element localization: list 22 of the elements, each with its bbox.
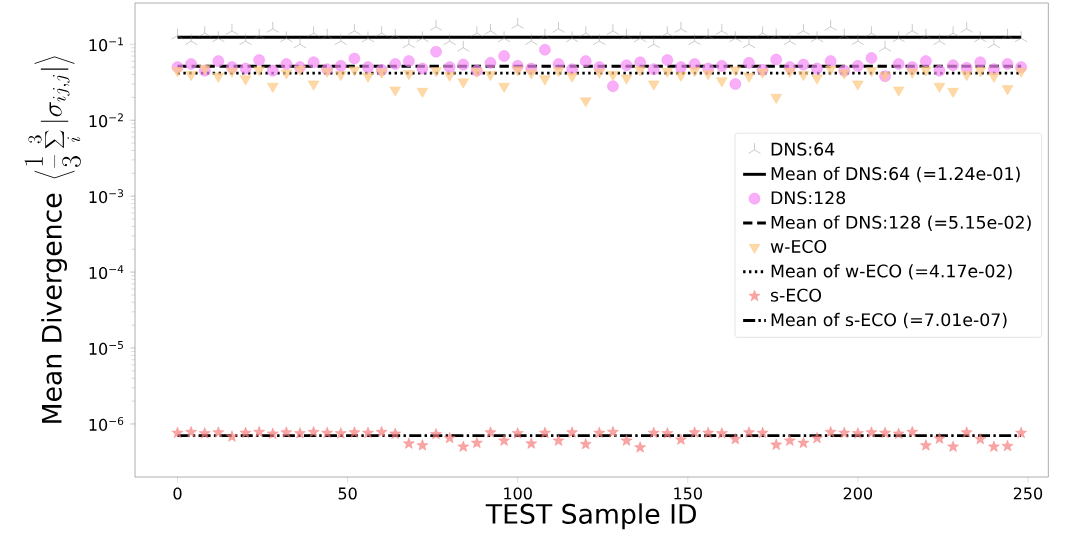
x-tick-label: 250 xyxy=(1013,487,1043,500)
legend-label: Mean of w-ECO (=4.17e-02) xyxy=(771,264,1012,280)
x-axis-title: TEST Sample ID xyxy=(485,503,696,530)
y-tick-label: 10$^{−1}$ xyxy=(89,37,123,52)
legend-label: DNS:64 xyxy=(771,142,835,156)
x-tick-label: 0 xyxy=(173,487,182,500)
y-tick-label: 10$^{−3}$ xyxy=(89,189,124,204)
y-tick-label: 10$^{−4}$ xyxy=(89,265,124,280)
legend-label: w-ECO xyxy=(770,240,827,254)
y-axis-title: $\mbox{Mean Divergence}\;\displaystyle\left\langle \frac{1}{3}\sum_{i}^{3}|\sigma_{ij,j}|\right\rangle$ xyxy=(24,56,81,424)
legend-label: DNS:128 xyxy=(771,191,846,205)
x-tick-label: 50 xyxy=(338,487,357,500)
y-tick-label: 10$^{−2}$ xyxy=(89,113,123,128)
y-tick-label: 10$^{−6}$ xyxy=(89,417,124,432)
legend-label: Mean of s-ECO (=7.01e-07) xyxy=(771,313,1007,329)
legend-label: Mean of DNS:128 (=5.15e-02) xyxy=(771,215,1031,232)
legend-label: s-ECO xyxy=(770,288,822,302)
x-tick-label: 150 xyxy=(674,487,702,500)
legend-label: Mean of DNS:64 (=1.24e-01) xyxy=(771,166,1020,183)
x-tick-label: 100 xyxy=(504,487,532,500)
y-tick-label: 10$^{−5}$ xyxy=(89,341,123,356)
x-tick-label: 200 xyxy=(843,487,873,500)
